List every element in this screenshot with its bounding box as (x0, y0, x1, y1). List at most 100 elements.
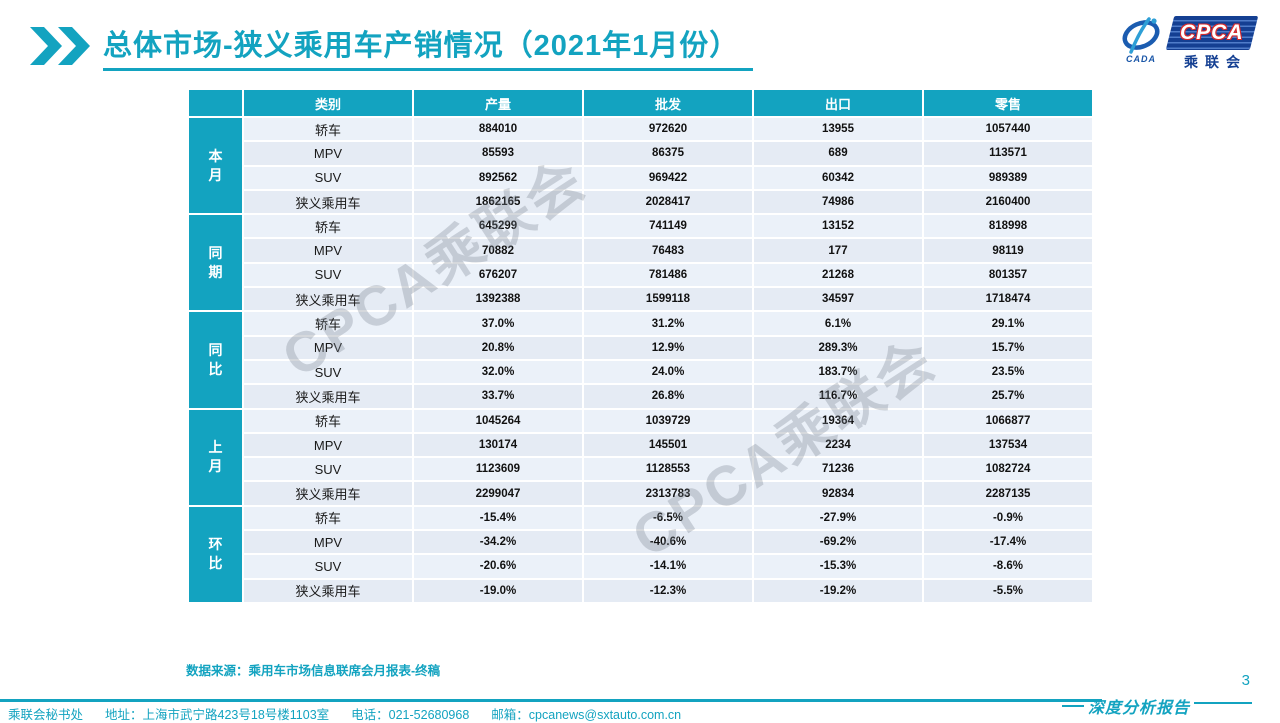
value-cell: 24.0% (582, 358, 754, 386)
page-title: 总体市场-狭义乘用车产销情况（2021年1月份） (103, 22, 754, 71)
cpca-label: CPCA (1180, 21, 1244, 44)
value-cell: 183.7% (752, 358, 924, 386)
footer-address: 地址：上海市武宁路423号18号楼1103室 (105, 708, 330, 722)
value-cell: 1057440 (922, 115, 1094, 143)
category-cell: 轿车 (242, 310, 414, 337)
category-cell: MPV (242, 334, 414, 361)
value-cell: 19364 (752, 407, 924, 434)
value-cell: 969422 (582, 164, 754, 191)
value-cell: 741149 (582, 213, 754, 240)
cada-logo-block: CADA (1117, 16, 1165, 64)
column-header-wholesale: 批发 (582, 88, 754, 118)
value-cell: 15.7% (922, 334, 1094, 361)
category-cell: 轿车 (242, 115, 414, 143)
value-cell: 116.7% (752, 383, 924, 410)
value-cell: 2287135 (922, 480, 1094, 507)
value-cell: 137534 (922, 431, 1094, 459)
category-cell: MPV (242, 140, 414, 167)
value-cell: -19.2% (752, 577, 924, 604)
value-cell: 1039729 (582, 407, 754, 434)
value-cell: 1082724 (922, 456, 1094, 483)
value-cell: 2313783 (582, 480, 754, 507)
table-row: 环比 轿车 -15.4% -6.5% -27.9% -0.9% (187, 504, 1094, 604)
value-cell: 20.8% (412, 334, 584, 361)
value-cell: 1066877 (922, 407, 1094, 434)
column-header-retail: 零售 (922, 88, 1094, 118)
value-cell: 29.1% (922, 310, 1094, 337)
footer-phone: 电话：021-52680968 (351, 708, 470, 722)
value-cell: 37.0% (412, 310, 584, 337)
category-cell: 轿车 (242, 407, 414, 434)
category-cell: MPV (242, 237, 414, 264)
value-cell: -34.2% (412, 529, 584, 556)
table-row: 狭义乘用车 2299047 2313783 92834 2287135 (188, 480, 1094, 507)
value-cell: 13152 (752, 213, 924, 240)
production-sales-table: 类别 产量 批发 出口 零售 本月 轿车 884010 972620 13955 1057… (187, 88, 1094, 604)
value-cell: 12.9% (582, 334, 754, 361)
value-cell: 32.0% (412, 358, 584, 386)
category-cell: 狭义乘用车 (242, 383, 414, 410)
category-cell: SUV (242, 164, 414, 191)
value-cell: 76483 (582, 237, 754, 264)
table-row: SUV 32.0% 24.0% 183.7% 23.5% (188, 358, 1094, 386)
category-cell: SUV (242, 358, 414, 386)
value-cell: -17.4% (922, 529, 1094, 556)
value-cell: -14.1% (582, 553, 754, 580)
column-header-export: 出口 (752, 88, 924, 118)
value-cell: 989389 (922, 164, 1094, 191)
page-number: 3 (1241, 672, 1250, 689)
value-cell: 781486 (582, 261, 754, 289)
table-row: MPV 20.8% 12.9% 289.3% 15.7% (188, 334, 1094, 361)
table-row: MPV 85593 86375 689 113571 (188, 140, 1094, 167)
category-cell: MPV (242, 431, 414, 459)
report-label: 深度分析报告 (1087, 698, 1190, 717)
column-header-category: 类别 (242, 88, 414, 118)
row-group-label: 上月 (187, 407, 244, 507)
value-cell: 884010 (412, 115, 584, 143)
value-cell: 13955 (752, 115, 924, 143)
table-row: 同期 轿车 645299 741149 13152 818998 (187, 213, 1094, 313)
category-cell: 狭义乘用车 (242, 577, 414, 604)
value-cell: 60342 (752, 164, 924, 191)
footer-org: 乘联会秘书处 (8, 708, 84, 722)
footer-contact: 乘联会秘书处 地址：上海市武宁路423号18号楼1103室 电话：021-526… (8, 704, 681, 723)
value-cell: -40.6% (582, 529, 754, 556)
value-cell: 645299 (412, 213, 584, 240)
value-cell: 25.7% (922, 383, 1094, 410)
table-row: SUV 1123609 1128553 71236 1082724 (188, 456, 1094, 483)
value-cell: 33.7% (412, 383, 584, 410)
value-cell: 92834 (752, 480, 924, 507)
table-body: 本月 轿车 884010 972620 13955 1057440 MPV 85593 8637… (187, 115, 1094, 604)
table-row: MPV -34.2% -40.6% -69.2% -17.4% (188, 529, 1094, 556)
category-cell: 狭义乘用车 (242, 480, 414, 507)
table-row: MPV 130174 145501 2234 137534 (188, 431, 1094, 459)
value-cell: 1123609 (412, 456, 584, 483)
cpca-subtitle: 乘联会 (1184, 54, 1247, 70)
value-cell: 31.2% (582, 310, 754, 337)
table-row: MPV 70882 76483 177 98119 (188, 237, 1094, 264)
value-cell: 1045264 (412, 407, 584, 434)
value-cell: 71236 (752, 456, 924, 483)
table-row: 同比 轿车 37.0% 31.2% 6.1% 29.1% (187, 310, 1094, 410)
value-cell: 26.8% (582, 383, 754, 410)
table-row: 本月 轿车 884010 972620 13955 1057440 (187, 115, 1094, 216)
table-row: SUV 892562 969422 60342 989389 (188, 164, 1094, 191)
table-header-row: 类别 产量 批发 出口 零售 (187, 88, 1094, 118)
category-cell: SUV (242, 261, 414, 289)
cada-label: CADA (1126, 54, 1156, 64)
category-cell: 轿车 (242, 504, 414, 532)
cpca-band: CPCA (1165, 16, 1259, 50)
table-row: 上月 轿车 1045264 1039729 19364 1066877 (187, 407, 1094, 507)
value-cell: -69.2% (752, 529, 924, 556)
value-cell: 21268 (752, 261, 924, 289)
value-cell: -19.0% (412, 577, 584, 604)
value-cell: 892562 (412, 164, 584, 191)
table-row: 狭义乘用车 33.7% 26.8% 116.7% 25.7% (188, 383, 1094, 410)
value-cell: 2160400 (922, 188, 1094, 216)
value-cell: 86375 (582, 140, 754, 167)
value-cell: 2234 (752, 431, 924, 459)
value-cell: 1128553 (582, 456, 754, 483)
footer-email: 邮箱：cpcanews@sxtauto.com.cn (491, 708, 682, 722)
table-row: 狭义乘用车 1862165 2028417 74986 2160400 (188, 188, 1094, 216)
row-group-label: 同比 (187, 310, 244, 410)
